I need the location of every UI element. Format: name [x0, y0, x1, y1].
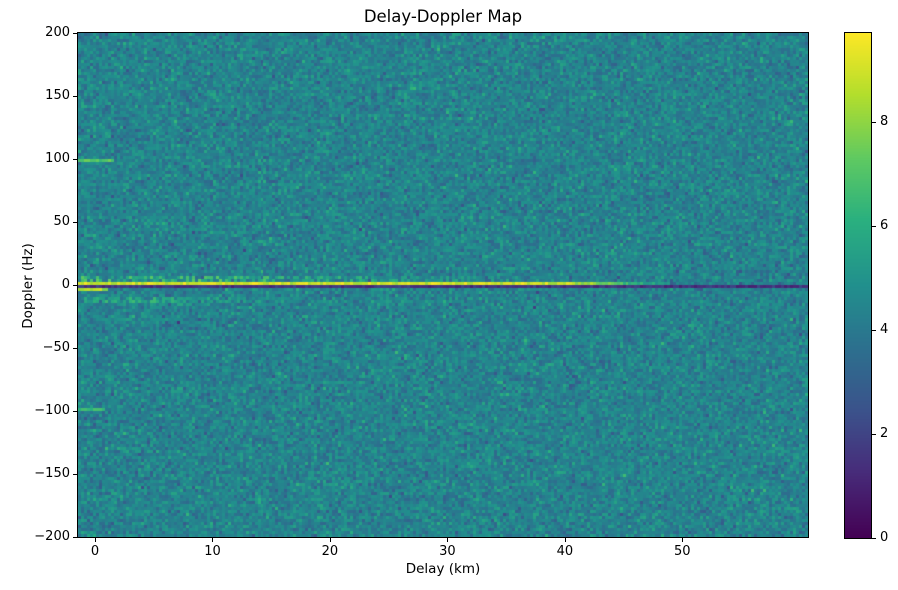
colorbar-tick-mark: [872, 433, 876, 435]
x-axis-label: Delay (km): [405, 561, 481, 577]
y-tick-mark: [73, 33, 77, 34]
x-tick-label: 10: [204, 544, 221, 559]
y-tick-mark: [73, 411, 77, 412]
y-tick-mark: [73, 474, 77, 475]
axes-area: [77, 32, 809, 538]
y-tick-mark: [73, 222, 77, 223]
colorbar-tick-label: 4: [880, 321, 889, 337]
plot-title: Delay-Doppler Map: [363, 7, 523, 26]
colorbar-canvas: [845, 33, 871, 538]
colorbar-tick-label: 6: [880, 217, 889, 233]
y-tick-label: 0: [61, 277, 70, 292]
colorbar: [844, 32, 872, 539]
x-tick-mark: [447, 538, 449, 542]
y-tick-label: 150: [45, 88, 70, 103]
heatmap-canvas: [78, 33, 808, 537]
x-tick-mark: [212, 538, 214, 542]
y-tick-label: 50: [53, 214, 70, 229]
x-tick-label: 50: [674, 544, 691, 559]
colorbar-tick-label: 8: [880, 113, 889, 129]
y-tick-mark: [73, 537, 77, 538]
y-tick-label: −50: [42, 340, 70, 355]
colorbar-tick-label: 2: [880, 425, 889, 441]
x-tick-mark: [329, 538, 331, 542]
colorbar-tick-mark: [872, 225, 876, 227]
y-tick-label: 100: [45, 151, 70, 166]
x-tick-mark: [682, 538, 684, 542]
colorbar-tick-mark: [872, 538, 876, 539]
y-tick-mark: [73, 348, 77, 349]
colorbar-tick-mark: [872, 121, 876, 123]
x-tick-label: 20: [321, 544, 339, 559]
x-tick-mark: [95, 538, 97, 542]
y-tick-label: −100: [34, 403, 70, 418]
x-tick-label: 30: [439, 544, 456, 559]
x-tick-mark: [564, 538, 566, 542]
y-tick-mark: [73, 159, 77, 160]
y-tick-label: −150: [34, 466, 70, 481]
colorbar-tick-mark: [872, 329, 876, 331]
y-tick-mark: [73, 285, 77, 286]
y-tick-label: −200: [34, 529, 70, 544]
y-tick-label: 200: [45, 25, 70, 40]
x-tick-label: 0: [90, 544, 100, 559]
x-tick-label: 40: [556, 544, 574, 559]
y-tick-mark: [73, 96, 77, 97]
colorbar-tick-label: 0: [880, 530, 889, 545]
